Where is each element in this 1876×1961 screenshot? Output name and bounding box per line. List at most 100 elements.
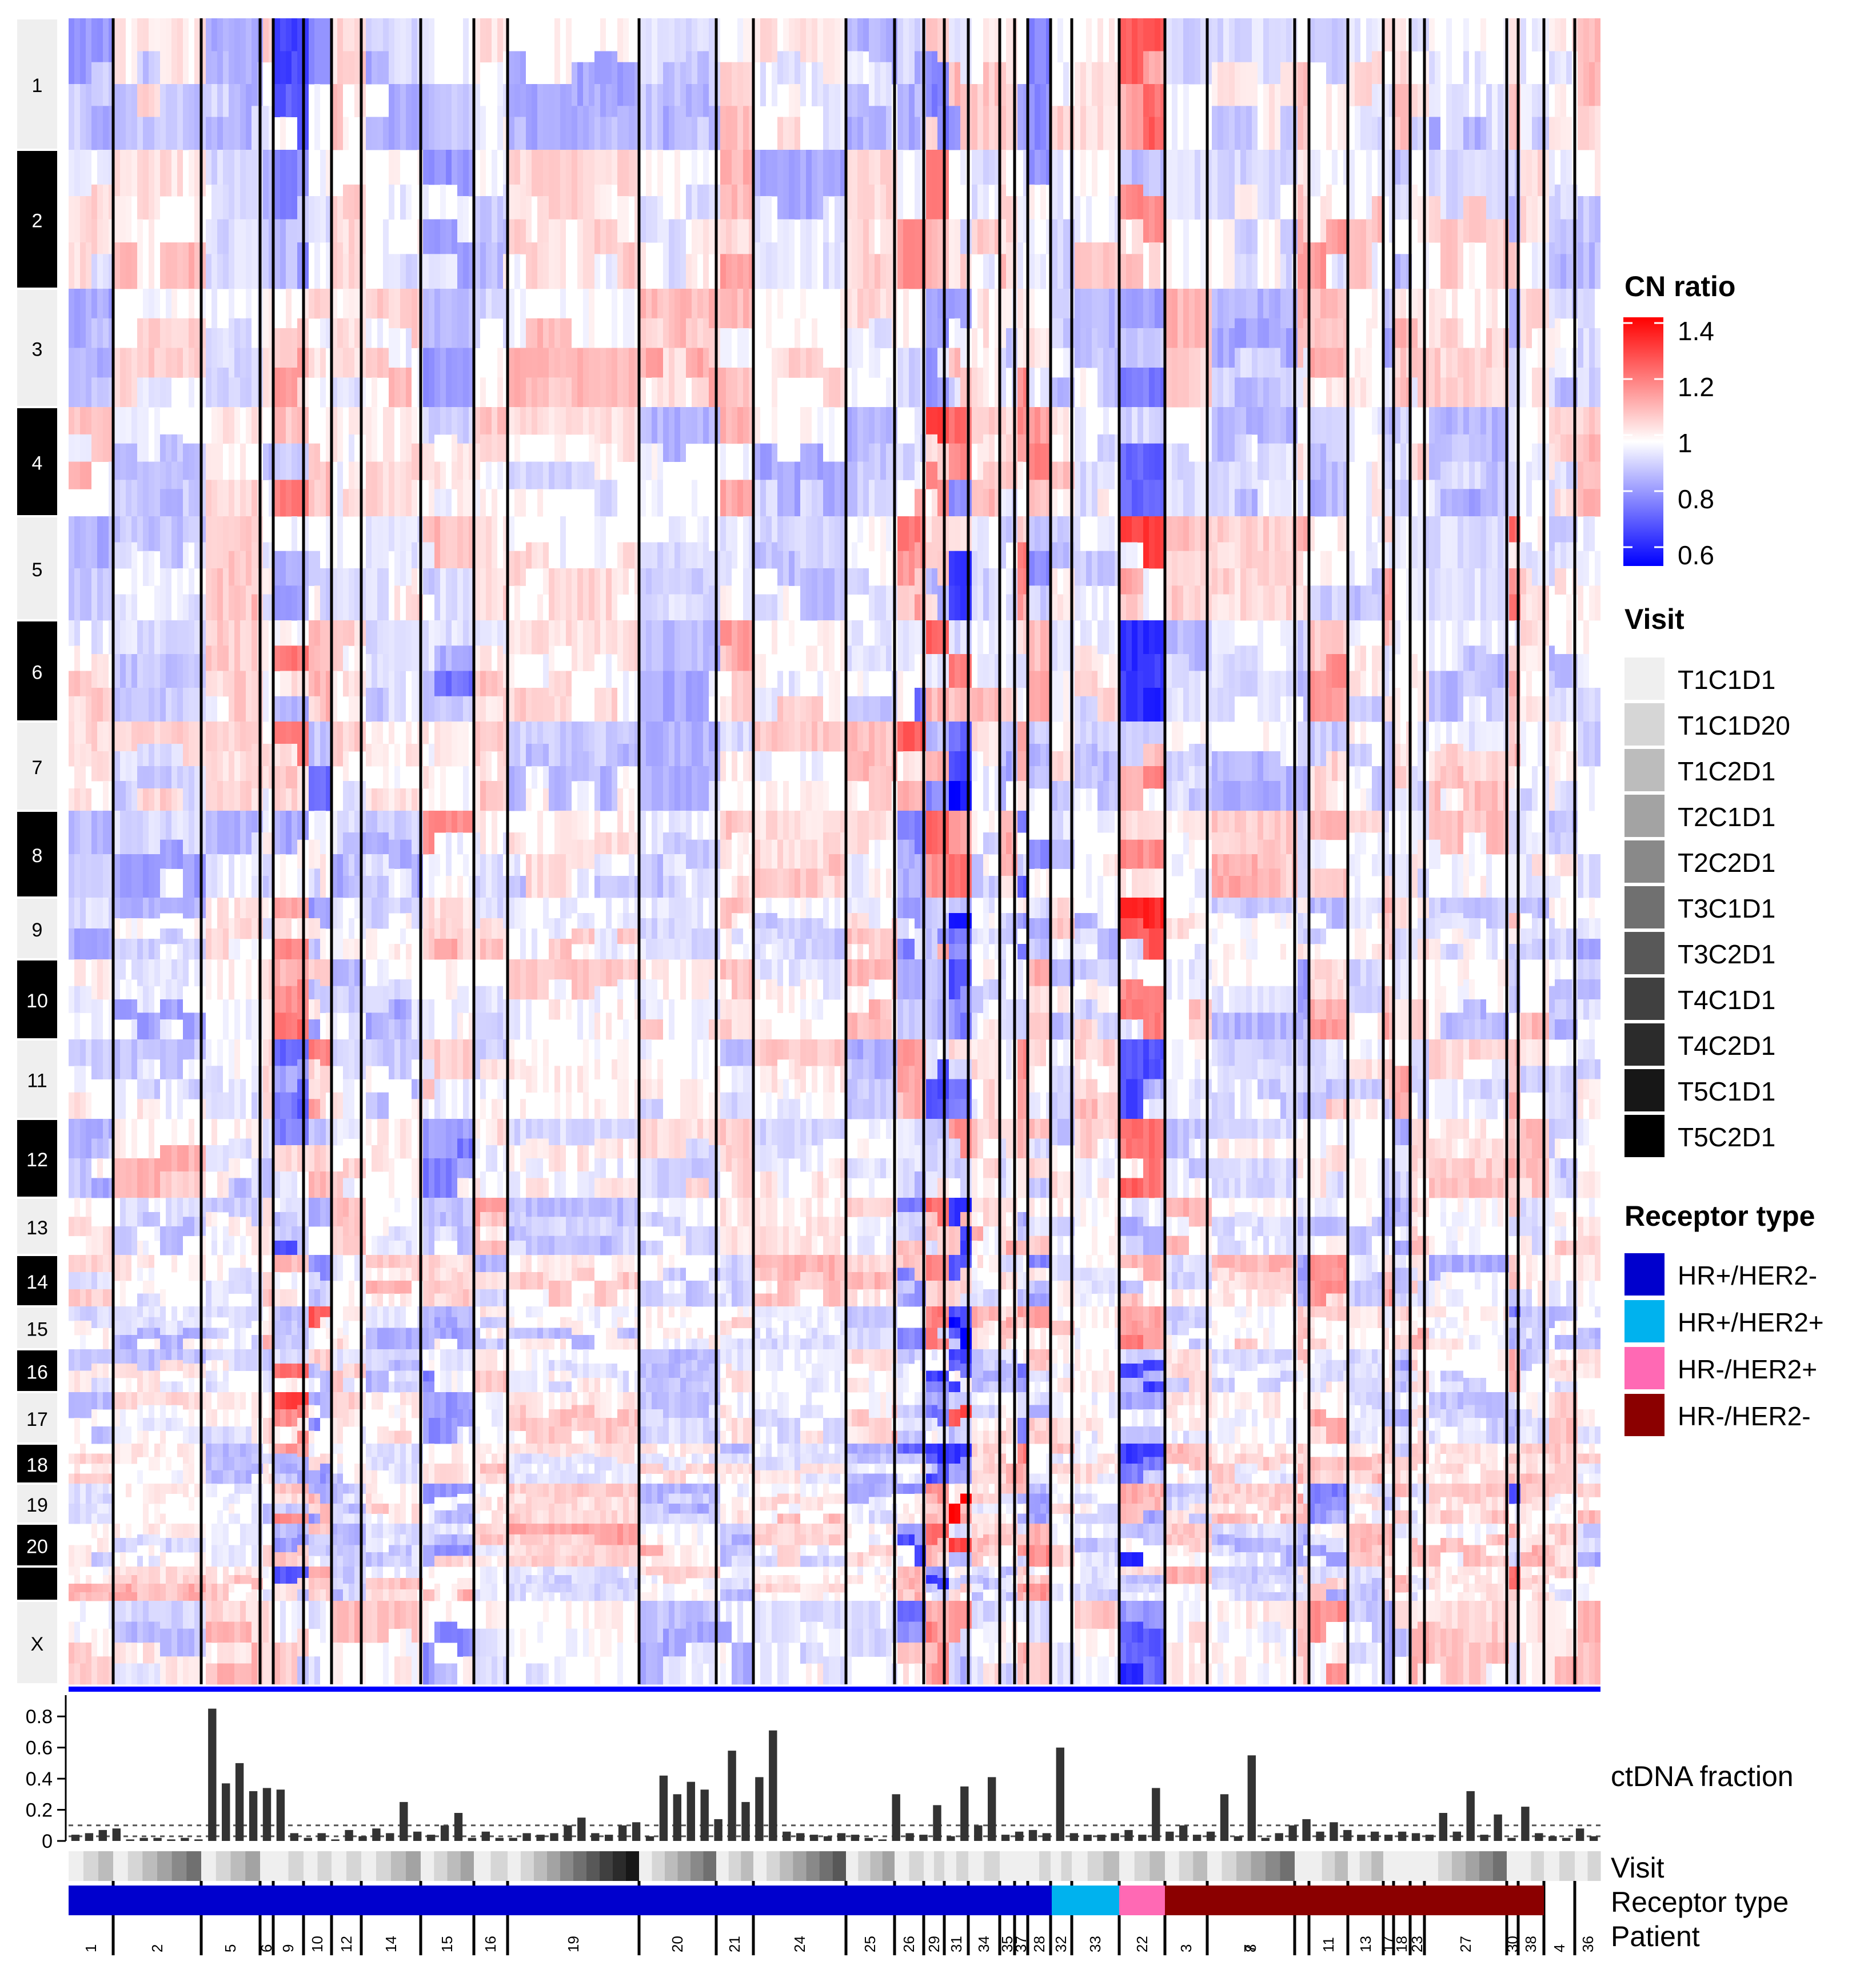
cn-cell [91,318,97,349]
cn-cell [309,1513,314,1524]
cn-cell [412,1524,417,1545]
cn-cell [349,1349,354,1364]
cn-cell [486,1289,492,1307]
cn-cell [189,939,194,960]
cn-cell [412,1589,417,1601]
cn-cell [126,781,131,811]
cn-cell [549,1255,554,1281]
cn-cell [274,959,280,987]
cn-cell [86,1255,91,1273]
cn-cell [423,1281,429,1307]
cn-cell [560,811,566,855]
cn-cell [80,242,86,289]
cn-cell [354,1504,360,1514]
cn-cell [194,1217,200,1237]
cn-cell [526,1138,532,1159]
cn-cell [554,959,560,980]
cn-cell [452,254,457,289]
cn-cell [514,1534,520,1546]
cn-cell [549,1370,554,1382]
cn-cell [109,1473,114,1484]
cn-cell [109,620,114,655]
cn-cell [303,1578,309,1590]
cn-cell [326,1504,332,1524]
cn-cell [577,1235,583,1255]
cn-cell [200,242,206,289]
cn-cell [514,84,520,117]
cn-cell [240,781,246,811]
cn-cell [549,377,554,408]
cn-cell [594,1039,600,1060]
cn-cell [314,348,320,378]
cn-cell [617,620,623,671]
cn-cell [543,1556,549,1567]
cn-cell [292,1513,297,1524]
cn-cell [86,1592,91,1601]
cn-cell [360,1392,366,1410]
cn-cell [606,407,612,444]
cn-cell [594,1470,600,1484]
cn-cell [469,1079,474,1119]
cn-cell [486,1317,492,1329]
cn-cell [69,289,74,348]
cn-cell [80,928,86,960]
cn-cell [183,1171,189,1198]
cn-cell [343,1039,349,1079]
cn-cell [389,461,394,517]
chromosome-label: 19 [26,1494,48,1516]
cn-cell [492,918,497,939]
cn-cell [617,722,623,744]
cn-cell [109,688,114,722]
cn-cell [423,1524,429,1545]
cn-cell [554,671,560,697]
cn-cell [131,1039,137,1079]
cn-cell [263,1545,269,1567]
cn-cell [86,1217,91,1237]
cn-cell [394,1656,400,1685]
cn-cell [400,1418,406,1431]
cn-cell [457,671,463,697]
cn-cell [183,443,189,480]
cn-cell [292,986,297,1013]
cn-cell [154,1444,160,1457]
cn-cell [377,318,383,349]
cn-cell [320,1198,326,1227]
cn-cell [166,898,171,914]
cn-cell [492,1392,497,1410]
cn-cell [486,1497,492,1511]
cn-cell [240,1426,246,1444]
cn-cell [560,434,566,463]
cn-cell [469,1272,474,1290]
cn-cell [206,959,211,1000]
cn-cell [600,117,606,150]
cn-cell [377,620,383,655]
cn-cell [80,1663,86,1685]
cn-cell [469,1493,474,1504]
cn-cell [349,1198,354,1217]
cn-cell [309,1364,314,1378]
cn-cell [543,1328,549,1339]
cn-cell [406,585,412,621]
cn-cell [154,1212,160,1227]
cn-cell [297,1504,303,1514]
cn-cell [606,1418,612,1444]
cn-cell [452,671,457,697]
cn-cell [143,1079,149,1099]
cn-cell [474,480,480,517]
cn-cell [149,1281,154,1294]
cn-cell [183,1317,189,1329]
cn-cell [572,1453,577,1464]
cn-cell [69,516,74,569]
cn-cell [234,1643,240,1664]
cn-cell [452,1306,457,1318]
cn-cell [389,1405,394,1418]
cn-cell [486,1392,492,1410]
cn-cell [109,1656,114,1685]
cn-cell [292,551,297,586]
cn-cell [69,986,74,1013]
cn-cell [143,1621,149,1643]
cn-cell [177,84,183,150]
cn-cell [617,1578,623,1590]
cn-cell [457,1226,463,1255]
cn-cell [406,407,412,462]
